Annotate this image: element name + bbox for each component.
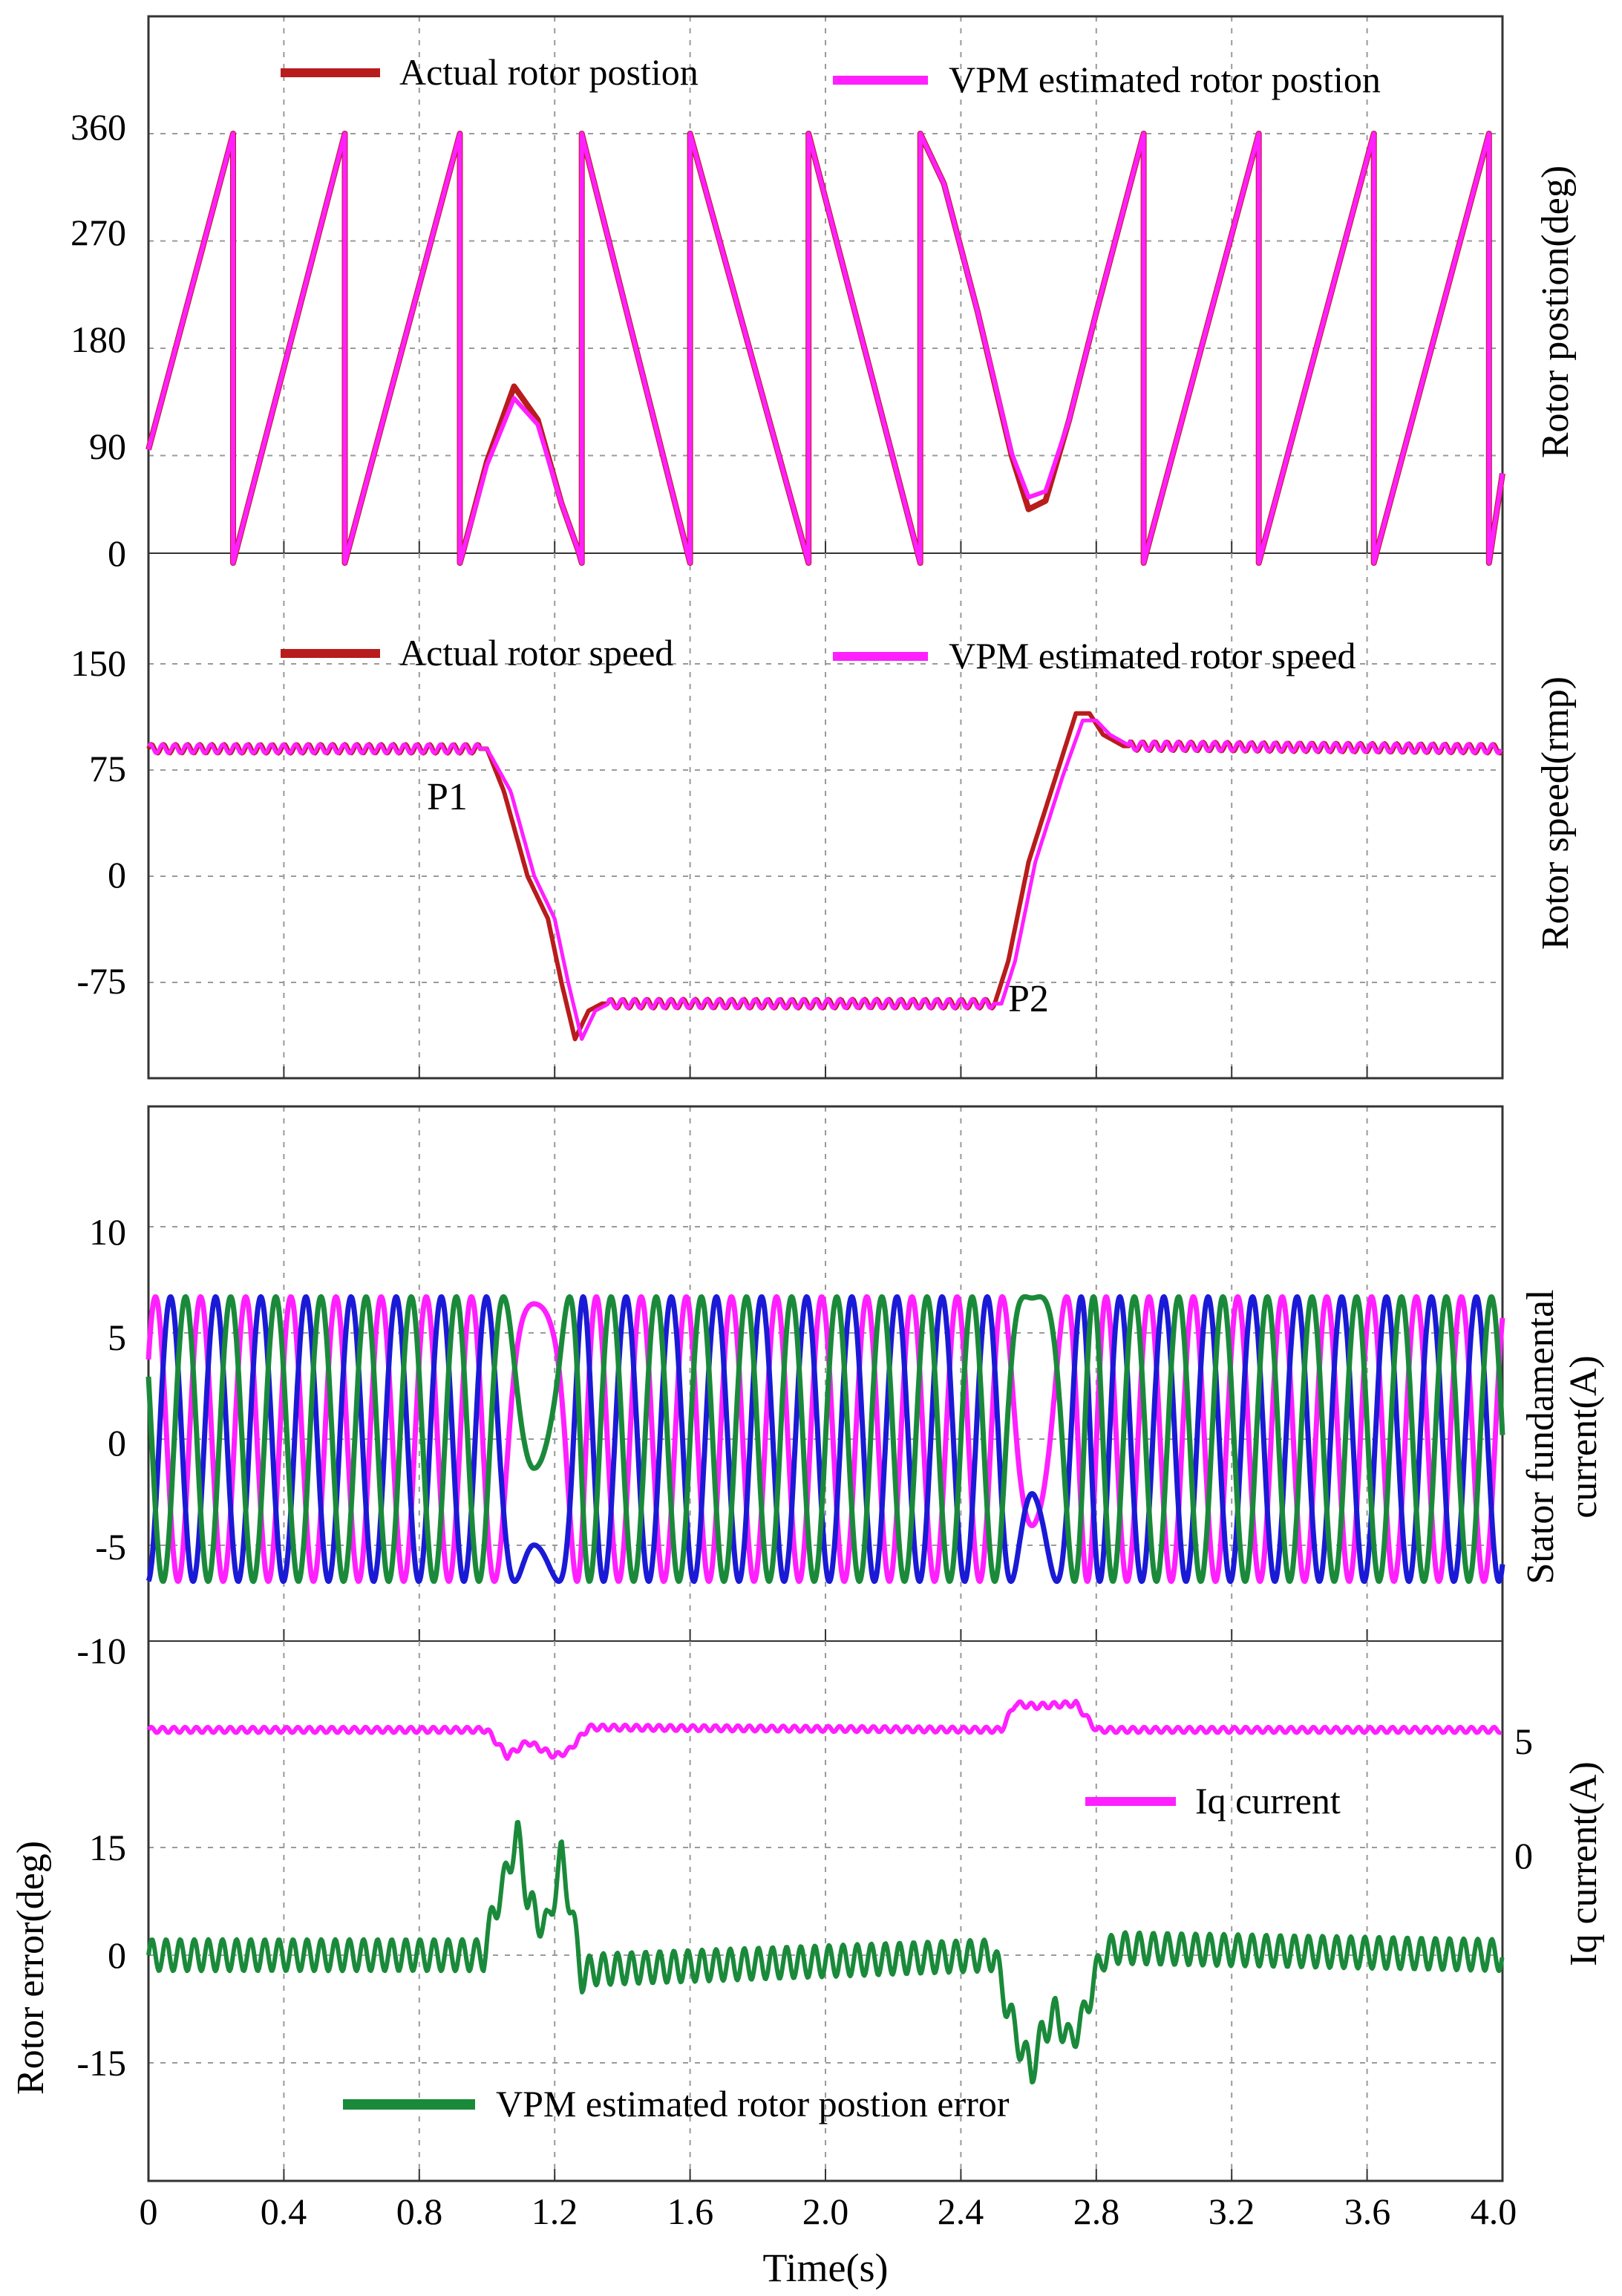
- series-line-iq-current: [146, 1698, 1502, 1761]
- ytick-spd-0: 0: [108, 854, 126, 896]
- ylabel-stator-current-line1: Stator fundamental: [1520, 1289, 1562, 1584]
- ytick-spd-75: 75: [89, 748, 126, 789]
- xtick-2.4: 2.4: [938, 2191, 984, 2232]
- series-line-vpm-rotor-speed: [146, 718, 1503, 1041]
- xtick-4.0: 4.0: [1471, 2191, 1517, 2232]
- legend-rotor-error: VPM estimated rotor postion error: [343, 2083, 1010, 2124]
- ytick-spd-150: 150: [71, 642, 126, 684]
- ytick-pos-270: 270: [71, 212, 126, 253]
- ylabel-rotor-error: Rotor error(deg): [10, 1841, 52, 2095]
- x-axis-label: Time(s): [762, 2246, 888, 2290]
- series-line-current-phase-c: [145, 1294, 1505, 1585]
- legend-rotor-position: Actual rotor postion VPM estimated rotor…: [281, 51, 1381, 100]
- bottom-frame: [147, 1105, 1504, 2182]
- xtick-1.2: 1.2: [532, 2191, 578, 2232]
- ylabel-stator-current-line2: current(A): [1563, 1355, 1605, 1518]
- ytick-cur-0: 0: [108, 1422, 126, 1464]
- top-frame: [147, 15, 1504, 1080]
- ytick-pos-180: 180: [71, 319, 126, 360]
- grid-rotor-speed: [148, 553, 1503, 1078]
- xtick-3.6: 3.6: [1344, 2191, 1391, 2232]
- ytick-err-0: 0: [108, 1934, 126, 1976]
- legend-label-actual-position: Actual rotor postion: [399, 51, 699, 93]
- series-line-rotor-error: [146, 1819, 1505, 2085]
- legend-label-iq: Iq current: [1195, 1780, 1341, 1822]
- ylabel-rotor-position: Rotor postion(deg): [1534, 166, 1577, 458]
- ytick-cur-5: 5: [108, 1317, 126, 1358]
- xtick-0.8: 0.8: [396, 2191, 443, 2232]
- legend-iq-current: Iq current: [1085, 1780, 1341, 1822]
- legend-label-vpm-position: VPM estimated rotor postion: [949, 59, 1381, 100]
- xtick-2.0: 2.0: [802, 2191, 849, 2232]
- legend-label-error: VPM estimated rotor postion error: [496, 2083, 1010, 2124]
- xtick-2.8: 2.8: [1073, 2191, 1120, 2232]
- xtick-3.2: 3.2: [1209, 2191, 1255, 2232]
- series-line-current-phase-b: [145, 1294, 1505, 1585]
- ytick-pos-0: 0: [108, 532, 126, 574]
- annotation-p1: P1: [427, 776, 468, 818]
- legend-label-vpm-speed: VPM estimated rotor speed: [949, 635, 1356, 676]
- ytick-iq-5: 5: [1514, 1721, 1533, 1762]
- ylabel-iq-current: Iq current(A): [1563, 1761, 1605, 1966]
- ytick-pos-360: 360: [71, 106, 126, 148]
- ytick-cur-m10: -10: [76, 1630, 126, 1672]
- xtick-0: 0: [140, 2191, 158, 2232]
- ytick-cur-m5: -5: [95, 1526, 126, 1568]
- ytick-iq-0: 0: [1514, 1835, 1533, 1876]
- series-line-vpm-rotor-position: [146, 131, 1505, 565]
- ytick-err-m15: -15: [76, 2042, 126, 2084]
- ylabel-rotor-speed: Rotor speed(rmp): [1534, 676, 1577, 950]
- annotation-p2: P2: [1008, 978, 1049, 1020]
- ytick-cur-10: 10: [89, 1211, 126, 1253]
- ytick-spd-m75: -75: [76, 960, 126, 1002]
- legend-label-actual-speed: Actual rotor speed: [399, 632, 673, 674]
- xtick-1.6: 1.6: [667, 2191, 714, 2232]
- ytick-pos-90: 90: [89, 425, 126, 467]
- legend-rotor-speed: Actual rotor speed VPM estimated rotor s…: [281, 632, 1356, 676]
- xtick-0.4: 0.4: [261, 2191, 307, 2232]
- ytick-err-15: 15: [89, 1827, 126, 1868]
